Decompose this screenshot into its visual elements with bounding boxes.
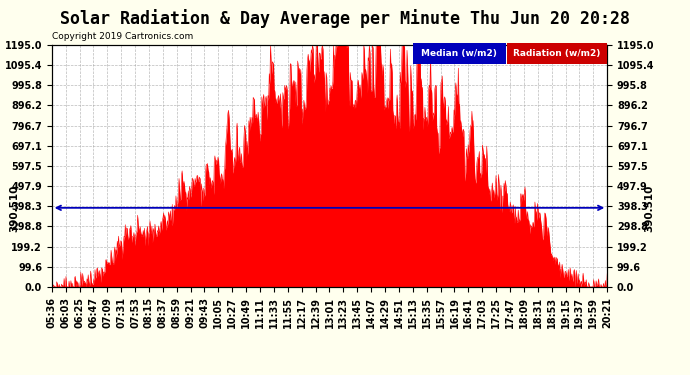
Text: Copyright 2019 Cartronics.com: Copyright 2019 Cartronics.com: [52, 32, 193, 41]
Text: Solar Radiation & Day Average per Minute Thu Jun 20 20:28: Solar Radiation & Day Average per Minute…: [60, 9, 630, 28]
Text: 390.510: 390.510: [9, 184, 19, 231]
Text: Radiation (w/m2): Radiation (w/m2): [513, 49, 601, 58]
Text: 390.510: 390.510: [644, 184, 654, 231]
Text: Median (w/m2): Median (w/m2): [422, 49, 497, 58]
